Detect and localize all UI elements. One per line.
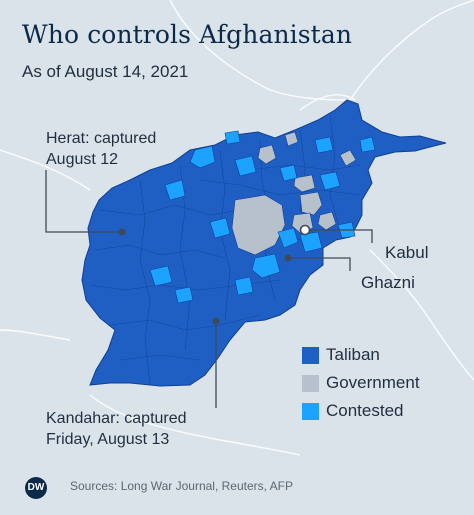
border-east	[369, 249, 474, 381]
kabul-marker	[299, 224, 311, 236]
district-line	[109, 314, 261, 331]
herat-marker	[118, 228, 126, 236]
legend-label-taliban: Taliban	[326, 345, 380, 364]
contested-area	[189, 145, 216, 169]
district-line	[199, 179, 361, 196]
district-line	[249, 164, 361, 171]
contested-area	[299, 231, 323, 253]
ghazni-label: Ghazni	[361, 273, 415, 292]
district-line	[139, 179, 151, 384]
herat-callout: Herat: captured August 12	[46, 128, 156, 170]
kabul-leader-line	[305, 229, 373, 243]
legend-label-government: Government	[326, 373, 420, 392]
government-area	[299, 191, 323, 216]
city-markers	[118, 228, 292, 325]
government-area	[257, 144, 277, 165]
kandahar-marker	[212, 317, 220, 325]
district-line	[99, 204, 241, 216]
border-west-low	[0, 329, 71, 341]
dw-logo: DW	[25, 477, 47, 499]
footer: DW Sources: Long War Journal, Reuters, A…	[0, 460, 474, 515]
herat-callout-line2: August 12	[46, 151, 119, 168]
kandahar-callout: Kandahar: captured Friday, August 13	[46, 408, 187, 450]
herat-callout-line1: Herat: captured	[46, 130, 157, 147]
ghazni-leader-line	[288, 257, 351, 271]
kabul-label: Kabul	[385, 243, 429, 262]
border-west-top	[0, 149, 91, 191]
herat-leader-line	[45, 170, 122, 233]
contested-area	[251, 253, 281, 279]
government-area	[284, 131, 299, 147]
border-northeast	[349, 0, 474, 101]
contested-area	[234, 276, 254, 296]
kandahar-callout-line1: Kandahar: captured	[46, 410, 187, 427]
leader-lines	[45, 170, 373, 408]
contested-area	[174, 286, 194, 304]
border-north	[169, 0, 351, 101]
district-line	[94, 244, 226, 259]
ghazni-marker	[284, 254, 292, 262]
neighbor-borders	[0, 0, 474, 456]
legend-swatch-taliban	[302, 347, 319, 364]
contested-area	[149, 265, 173, 287]
contested-area	[319, 171, 341, 191]
contested-areas	[149, 130, 376, 304]
page-title: Who controls Afghanistan	[22, 20, 353, 49]
government-area	[317, 211, 337, 231]
legend-swatch-contested	[302, 403, 319, 420]
contested-area	[279, 164, 298, 182]
legend-label-contested: Contested	[326, 401, 404, 420]
sources-text: Sources: Long War Journal, Reuters, AFP	[70, 479, 293, 493]
contested-area	[164, 179, 186, 201]
contested-area	[224, 130, 241, 145]
government-area	[231, 194, 286, 256]
contested-area	[209, 217, 231, 239]
page-subtitle: As of August 14, 2021	[22, 62, 189, 81]
border-south	[89, 394, 301, 456]
kandahar-callout-line2: Friday, August 13	[46, 431, 170, 448]
contested-area	[234, 155, 257, 177]
government-area	[293, 174, 316, 193]
contested-area	[359, 136, 376, 153]
contested-area	[277, 227, 299, 249]
border-wakhan	[299, 94, 356, 111]
legend-swatch-government	[302, 375, 319, 392]
government-area	[339, 149, 357, 167]
contested-area	[314, 136, 334, 154]
district-line	[119, 354, 201, 361]
